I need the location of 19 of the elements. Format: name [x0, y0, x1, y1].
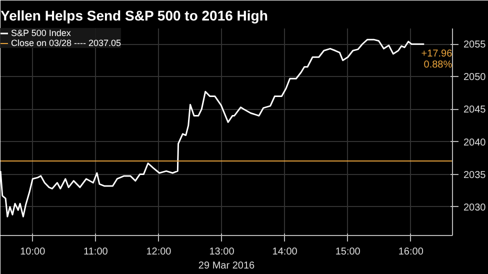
annotation: 0.88% [424, 60, 452, 71]
y-tick-label: 2045 [464, 104, 486, 116]
x-tick-label: 13:00 [209, 246, 235, 258]
x-axis-title: 29 Mar 2016 [198, 260, 256, 272]
x-tick-label: 10:00 [20, 246, 46, 258]
y-tick-label: 2035 [464, 170, 486, 181]
x-tick-label: 12:00 [146, 246, 172, 258]
y-tick-label: 2030 [464, 202, 486, 214]
x-tick-label: 11:00 [84, 246, 108, 258]
y-tick-label: 2040 [464, 137, 486, 148]
y-tick-label: 2055 [464, 40, 486, 51]
x-tick-label: 15:00 [335, 246, 361, 258]
y-tick-label: 2050 [464, 72, 486, 84]
x-tick-label: 16:00 [398, 246, 424, 258]
x-tick-label: 14:00 [272, 246, 298, 258]
legend-label: Close on 03/28 ---- 2037.05 [11, 38, 122, 48]
annotation: +17.96 [421, 48, 453, 60]
chart-title: Yellen Helps Send S&P 500 to 2016 High [0, 8, 268, 24]
legend-label: S&P 500 Index [11, 28, 71, 38]
